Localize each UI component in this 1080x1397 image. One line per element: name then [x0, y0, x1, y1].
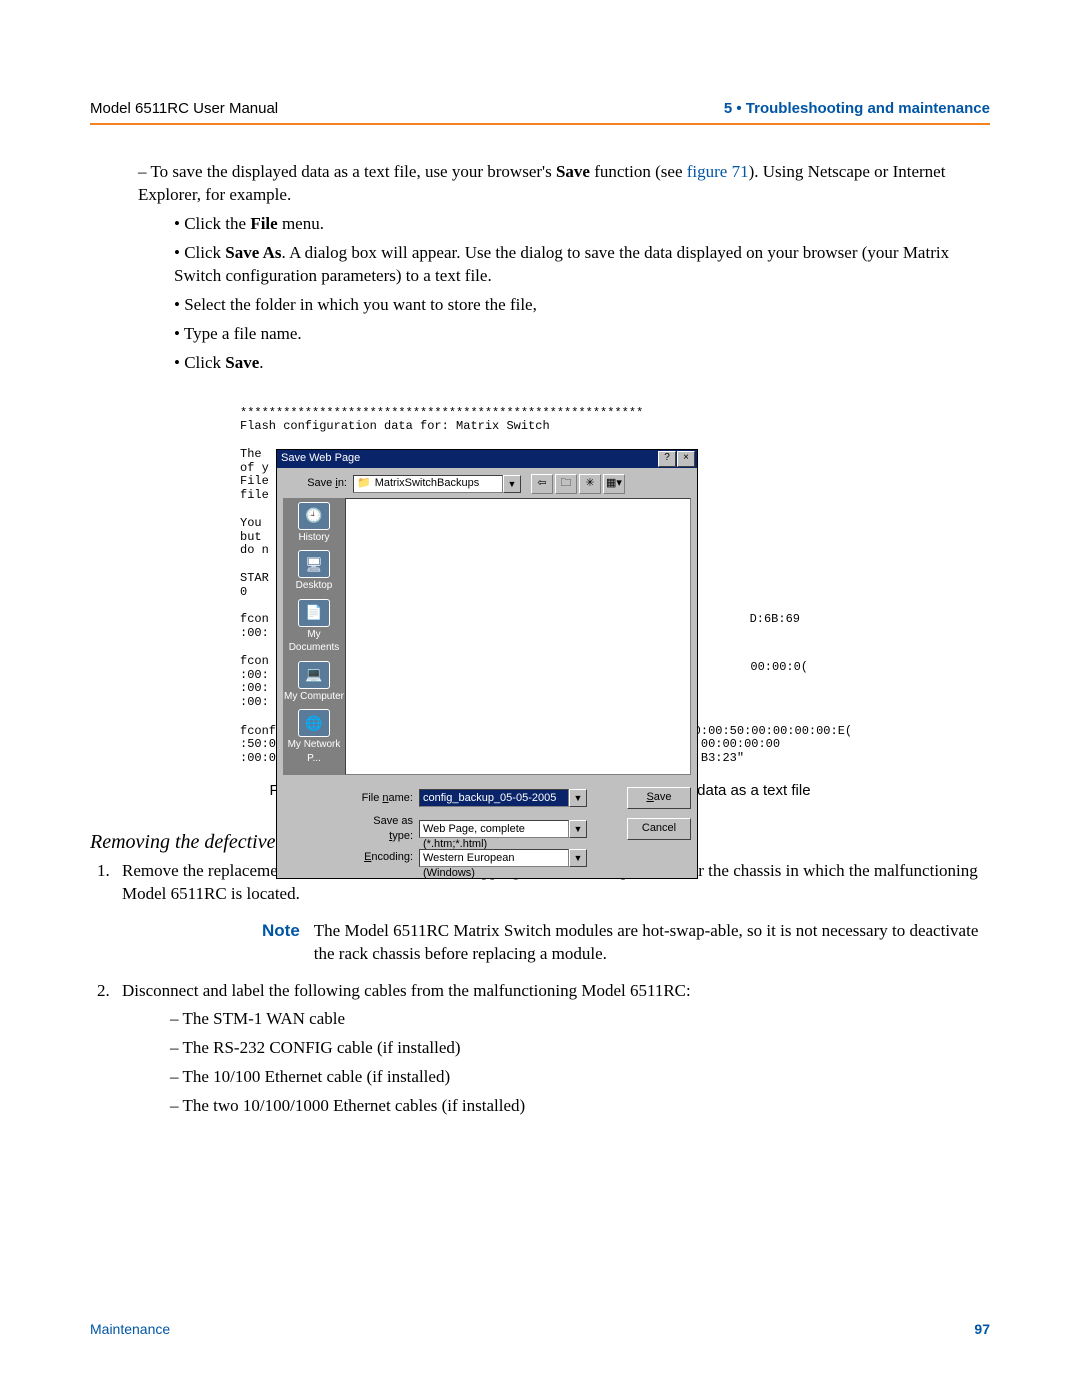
text: menu. — [278, 214, 324, 233]
back-icon[interactable]: ⇦ — [531, 474, 553, 494]
label: History — [298, 532, 329, 543]
save-bold: Save — [556, 162, 590, 181]
help-icon[interactable]: ? — [658, 451, 676, 467]
bullet-click-save: Click Save. — [174, 352, 990, 375]
cable-item: The 10/100 Ethernet cable (if installed) — [170, 1066, 990, 1089]
dialog-title-text: Save Web Page — [281, 451, 360, 466]
saveastype-label: Save as type: — [349, 814, 413, 844]
page-number: 97 — [974, 1321, 990, 1337]
cancel-button[interactable]: Cancel — [627, 818, 691, 840]
folder-icon: 📁 — [357, 476, 371, 491]
save-button[interactable]: Save — [627, 787, 691, 809]
documents-icon: 📄 — [298, 599, 330, 627]
save-in-value: MatrixSwitchBackups — [375, 476, 480, 491]
saveastype-select[interactable]: Web Page, complete (*.htm;*.html) — [419, 820, 569, 838]
chevron-down-icon[interactable]: ▼ — [569, 820, 587, 838]
text: . — [259, 353, 263, 372]
chevron-down-icon[interactable]: ▼ — [569, 789, 587, 807]
page: Model 6511RC User Manual 5 • Troubleshoo… — [0, 0, 1080, 1397]
figure-71-link[interactable]: figure 71 — [687, 162, 749, 181]
chevron-down-icon[interactable]: ▼ — [503, 475, 521, 493]
dialog-titlebar: Save Web Page ? × — [277, 450, 697, 468]
bold: Save — [225, 353, 259, 372]
page-footer: Maintenance 97 — [90, 1321, 990, 1337]
sidebar-item-history[interactable]: 🕘 History — [283, 502, 345, 545]
page-header: Model 6511RC User Manual 5 • Troubleshoo… — [90, 100, 990, 117]
label: My Network P... — [288, 739, 341, 764]
header-manual-title: Model 6511RC User Manual — [90, 100, 278, 117]
sidebar-item-desktop[interactable]: 🖥 Desktop — [283, 550, 345, 593]
cable-item: The two 10/100/1000 Ethernet cables (if … — [170, 1095, 990, 1118]
header-rule — [90, 123, 990, 125]
filename-label: File name: — [349, 791, 413, 806]
intro-paragraph: To save the displayed data as a text fil… — [138, 161, 990, 375]
note-label: Note — [262, 920, 300, 966]
console-text-r1: D:6B:69 — [750, 613, 800, 627]
header-chapter-title: 5 • Troubleshooting and maintenance — [724, 100, 990, 117]
save-in-label: Save in: — [283, 476, 347, 491]
sidebar-item-mycomputer[interactable]: 💻 My Computer — [283, 661, 345, 704]
network-icon: 🌐 — [298, 709, 330, 737]
note-text: The Model 6511RC Matrix Switch modules a… — [314, 920, 990, 966]
label: My Computer — [284, 691, 344, 702]
chevron-down-icon[interactable]: ▼ — [569, 849, 587, 867]
desktop-icon: 🖥 — [298, 550, 330, 578]
bullet-save-as: Click Save As. A dialog box will appear.… — [174, 242, 990, 288]
note-block: Note The Model 6511RC Matrix Switch modu… — [262, 920, 990, 966]
text: function (see — [590, 162, 687, 181]
text: Click — [184, 243, 225, 262]
label: My Documents — [289, 629, 340, 654]
bold: File — [250, 214, 277, 233]
encoding-label: Encoding: — [349, 850, 413, 865]
cable-item: The RS-232 CONFIG cable (if installed) — [170, 1037, 990, 1060]
label: Desktop — [296, 580, 333, 591]
text: Click — [184, 353, 225, 372]
cable-item: The STM-1 WAN cable — [170, 1008, 990, 1031]
close-icon[interactable]: × — [677, 451, 695, 467]
figure-71: ****************************************… — [240, 407, 780, 767]
file-list-area[interactable] — [345, 498, 691, 776]
filename-input[interactable] — [419, 789, 569, 807]
views-icon[interactable]: ▦▾ — [603, 474, 625, 494]
new-folder-icon[interactable]: ✳ — [579, 474, 601, 494]
text: . A dialog box will appear. Use the dial… — [174, 243, 949, 285]
bold: Save As — [225, 243, 281, 262]
sidebar-item-network[interactable]: 🌐My Network P... — [283, 709, 345, 765]
history-icon: 🕘 — [298, 502, 330, 530]
body-content: To save the displayed data as a text fil… — [90, 161, 990, 1118]
places-bar: 🕘 History 🖥 Desktop 📄My Documents 💻 My Comp… — [283, 498, 345, 776]
bullet-type-name: Type a file name. — [174, 323, 990, 346]
up-folder-icon[interactable]: 🗀 — [555, 474, 577, 494]
text: Disconnect and label the following cable… — [122, 981, 691, 1000]
text: To save the displayed data as a text fil… — [150, 162, 556, 181]
console-text-r2: 00:00:0( — [750, 661, 808, 675]
encoding-select[interactable]: Western European (Windows) — [419, 849, 569, 867]
bullet-select-folder: Select the folder in which you want to s… — [174, 294, 990, 317]
text: Click the — [184, 214, 250, 233]
footer-section: Maintenance — [90, 1321, 170, 1337]
step-2: Disconnect and label the following cable… — [114, 980, 990, 1119]
bullet-file-menu: Click the File menu. — [174, 213, 990, 236]
sidebar-item-mydocs[interactable]: 📄My Documents — [283, 599, 345, 655]
computer-icon: 💻 — [298, 661, 330, 689]
save-dialog: Save Web Page ? × Save in: 📁 MatrixSwitc… — [276, 449, 698, 879]
